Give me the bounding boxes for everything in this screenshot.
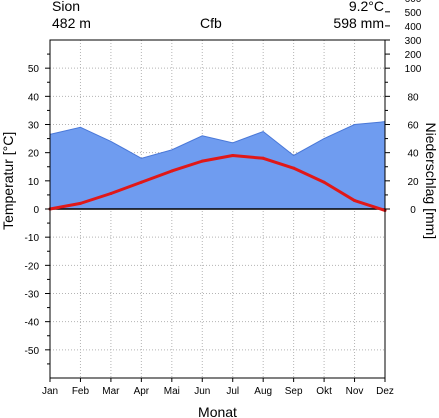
temperature-point: [231, 153, 235, 157]
axis-ticks: [45, 11, 390, 382]
y-axis-label-left: Temperatur [°C]: [0, 132, 16, 230]
temperature-tick-label: -10: [25, 233, 40, 244]
month-label: Okt: [316, 386, 332, 397]
temperature-tick-label: -50: [25, 346, 40, 357]
station-name: Sion: [52, 0, 81, 14]
temperature-point: [170, 169, 174, 173]
precipitation-tick-label: 100: [405, 64, 422, 75]
temperature-point: [261, 156, 265, 160]
month-label: Sep: [285, 386, 303, 397]
precipitation-tick-label: 20: [407, 177, 419, 188]
temperature-tick-label: 40: [28, 92, 40, 103]
month-label: Dez: [376, 386, 394, 397]
temperature-tick-label: 50: [28, 64, 40, 75]
temperature-point: [200, 159, 204, 163]
month-label: Aug: [254, 386, 272, 397]
temperature-tick-label: -20: [25, 261, 40, 272]
month-label: Mai: [164, 386, 180, 397]
precipitation-tick-label: 60: [407, 121, 419, 132]
precipitation-area: [50, 121, 385, 209]
temperature-tick-label: 0: [33, 205, 39, 216]
precipitation-layer: [49, 121, 386, 209]
temperature-tick-label: 30: [28, 121, 40, 132]
temperature-point: [78, 201, 82, 205]
month-label: Jan: [42, 386, 58, 397]
temperature-tick-label: 10: [28, 177, 40, 188]
precipitation-tick-label: 400: [405, 22, 422, 33]
month-label: Jul: [226, 386, 239, 397]
temperature-point: [322, 180, 326, 184]
station-elevation: 482 m: [52, 15, 91, 31]
precipitation-tick-label: 300: [405, 36, 422, 47]
temperature-point: [139, 180, 143, 184]
precipitation-line: [49, 121, 386, 159]
y-axis-label-right: Niederschlag [mm]: [423, 122, 439, 239]
month-label: Apr: [134, 386, 150, 397]
precipitation-tick-label: 40: [407, 149, 419, 160]
temperature-point: [353, 199, 357, 203]
precipitation-tick-label: 0: [410, 205, 416, 216]
temperature-line: [48, 153, 387, 212]
temperature-tick-label: -40: [25, 318, 40, 329]
x-axis-label: Monat: [198, 404, 237, 418]
temperature-point: [109, 192, 113, 196]
axis-labels: 50403020100-10-20-30-40-5090080070060050…: [25, 0, 422, 397]
temperature-point: [292, 166, 296, 170]
temperature-tick-label: -30: [25, 290, 40, 301]
precipitation-tick-label: 600: [405, 0, 422, 5]
precipitation-tick-label: 500: [405, 8, 422, 19]
month-label: Feb: [72, 386, 90, 397]
annual-precipitation: 598 mm: [333, 15, 384, 31]
month-label: Nov: [346, 386, 364, 397]
month-label: Jun: [194, 386, 210, 397]
precipitation-tick-label: 80: [407, 92, 419, 103]
climate-class: Cfb: [200, 15, 222, 31]
precipitation-tick-label: 200: [405, 50, 422, 61]
temperature-tick-label: 20: [28, 149, 40, 160]
month-label: Mar: [102, 386, 120, 397]
annual-temperature: 9.2°C: [348, 0, 384, 14]
